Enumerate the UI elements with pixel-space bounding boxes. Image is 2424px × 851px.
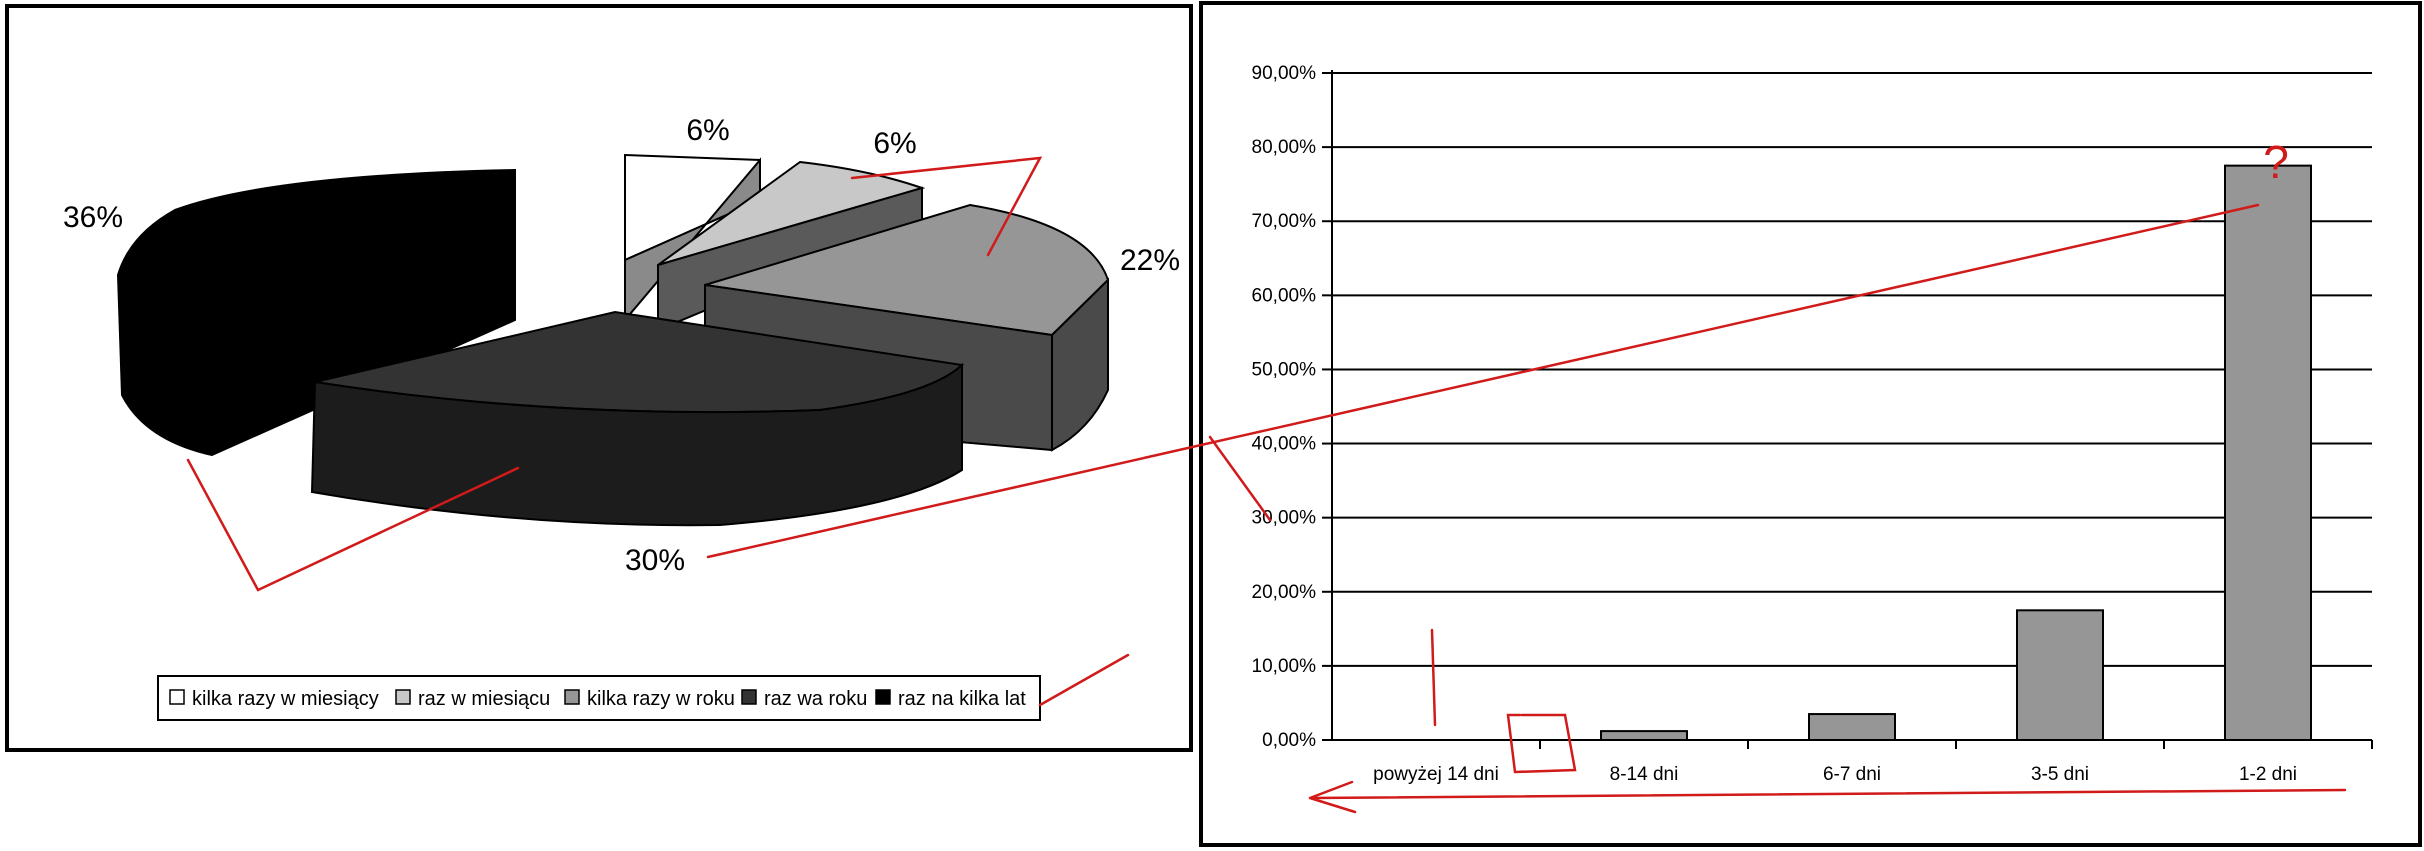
y-tick-label: 90,00%: [1252, 63, 1317, 84]
x-tick-label: 6-7 dni: [1823, 764, 1881, 785]
y-tick-label: 50,00%: [1252, 359, 1317, 380]
y-tick-label: 70,00%: [1252, 211, 1317, 232]
pie-value-label: 6%: [686, 114, 729, 147]
legend-swatch: [741, 689, 757, 705]
y-tick-label: 0,00%: [1262, 730, 1316, 751]
annotation-arrow: [1308, 780, 2347, 814]
bar-chart: 0,00% 10,00% 20,00% 30,00% 40,00% 50,00% 60,00…: [1199, 1, 2422, 847]
y-tick-label: 60,00%: [1252, 285, 1317, 306]
pie-value-label: 6%: [873, 127, 916, 160]
annotation-bracket-left: [186, 458, 520, 592]
annotation-mark-bar1: [1506, 713, 1577, 774]
x-tick-label: 1-2 dni: [2239, 764, 2297, 785]
bar: [1600, 730, 1688, 742]
pie-slice-raz-na-kilka-lat: [116, 168, 516, 457]
pie-value-label: 36%: [63, 201, 123, 234]
annotation-mark-bar0: [1430, 628, 1437, 727]
pie-legend-box: [157, 675, 1041, 721]
annotation-bracket-top: [850, 156, 1043, 257]
y-tick-label: 20,00%: [1252, 582, 1317, 603]
legend-label: raz na kilka lat: [898, 688, 1026, 710]
legend-swatch: [395, 689, 411, 705]
x-tick-label: 8-14 dni: [1610, 764, 1679, 785]
bar: [2224, 164, 2312, 741]
legend-swatch: [564, 689, 580, 705]
red-annotations: [186, 156, 2347, 814]
y-tick-label: 80,00%: [1252, 137, 1317, 158]
pie-chart: 6% 6% 22% 30% 36% kilka razy w miesiący r…: [5, 4, 1193, 752]
legend-label: raz w miesiącu: [418, 688, 550, 710]
legend-swatch: [875, 689, 891, 705]
legend-label: raz wa roku: [764, 688, 867, 710]
pie-legend: kilka razy w miesiący raz w miesiącu kilka…: [157, 675, 1041, 721]
pie-slice-raz-wa-roku: [310, 310, 965, 527]
legend-label: kilka razy w miesiący: [192, 688, 379, 710]
y-tick-label: 10,00%: [1252, 656, 1317, 677]
x-tick-label: powyżej 14 dni: [1373, 764, 1499, 785]
pie-value-label: 22%: [1120, 244, 1180, 277]
pie-value-label: 30%: [625, 544, 685, 577]
legend-label: kilka razy w roku: [587, 688, 735, 710]
y-tick-label: 40,00%: [1252, 434, 1317, 455]
y-tick-label: 30,00%: [1252, 508, 1317, 529]
annotation-question-mark: ?: [2263, 136, 2289, 188]
bar: [1808, 713, 1896, 741]
annotation-tick-legend: [1038, 653, 1130, 707]
bar-chart-frame: [1199, 1, 2422, 847]
legend-swatch: [169, 689, 185, 705]
bar: [2016, 609, 2104, 741]
x-tick-label: 3-5 dni: [2031, 764, 2089, 785]
annotation-crossover: [1208, 435, 1272, 522]
annotation-connector: [706, 203, 2260, 559]
